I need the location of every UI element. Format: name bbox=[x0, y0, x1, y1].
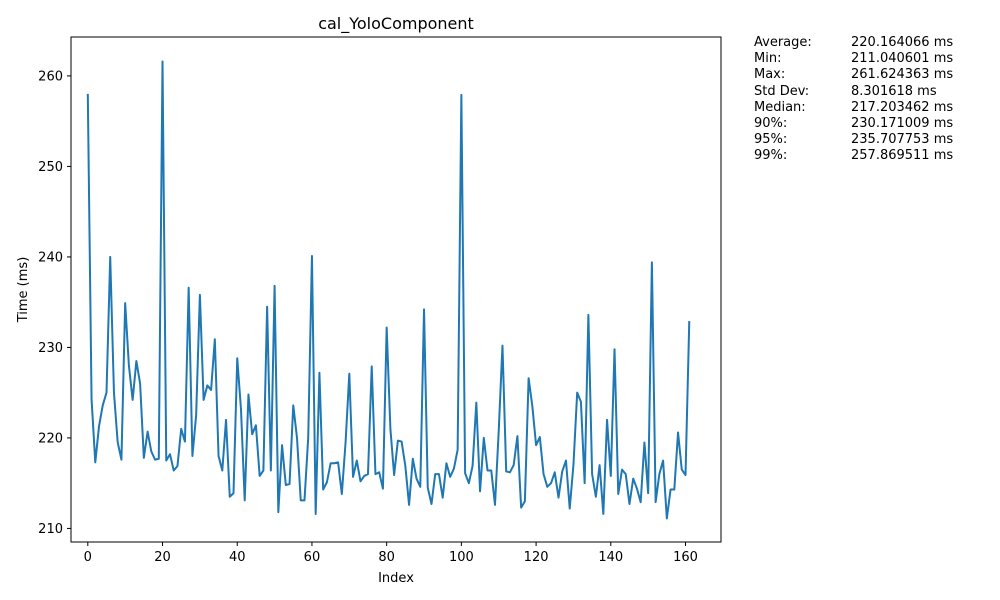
y-tick-label: 260 bbox=[38, 69, 63, 84]
stat-value: 257.869511 ms bbox=[851, 148, 954, 164]
x-tick-label: 140 bbox=[598, 550, 623, 565]
stat-label: 95%: bbox=[754, 132, 788, 148]
axis-ticks: 0 20 40 60 80 100 120 140 160 210 220 230 240 250 260 bbox=[38, 69, 698, 565]
y-tick-label: 250 bbox=[38, 160, 63, 175]
y-tick-label: 230 bbox=[38, 341, 63, 356]
stat-value: 220.164066 ms bbox=[851, 35, 954, 50]
stat-label: Median: bbox=[754, 99, 806, 115]
x-tick-label: 20 bbox=[154, 550, 171, 565]
chart-title: cal_YoloComponent bbox=[318, 14, 474, 34]
stat-label: 99%: bbox=[754, 148, 788, 164]
y-tick-label: 220 bbox=[38, 431, 63, 446]
stat-value: 230.171009 ms bbox=[851, 116, 954, 132]
x-tick-label: 160 bbox=[673, 550, 698, 565]
stat-value: 211.040601 ms bbox=[851, 51, 954, 67]
stat-p99: 99%: 257.869511 ms bbox=[754, 148, 953, 164]
stat-label: 90%: bbox=[754, 116, 788, 132]
stat-label: Max: bbox=[754, 67, 786, 83]
y-axis-label: Time (ms) bbox=[16, 257, 31, 324]
stats-panel: Average: 220.164066 ms Min: 211.040601 m… bbox=[754, 35, 953, 165]
stat-median: Median: 217.203462 ms bbox=[754, 100, 953, 116]
x-tick-label: 60 bbox=[304, 550, 321, 565]
stat-max: Max: 261.624363 ms bbox=[754, 67, 953, 83]
y-tick-label: 210 bbox=[38, 522, 63, 537]
x-tick-label: 100 bbox=[449, 550, 474, 565]
series-line bbox=[86, 60, 691, 520]
plot-frame bbox=[70, 36, 722, 543]
stat-label: Std Dev: bbox=[754, 83, 810, 99]
x-axis-label: Index bbox=[378, 571, 414, 586]
stat-p95: 95%: 235.707753 ms bbox=[754, 132, 953, 148]
stat-min: Min: 211.040601 ms bbox=[754, 51, 953, 67]
series-layer bbox=[86, 60, 691, 520]
stat-value: 235.707753 ms bbox=[851, 132, 954, 148]
x-tick-label: 120 bbox=[524, 550, 549, 565]
stat-label: Average: bbox=[754, 35, 812, 50]
x-tick-label: 0 bbox=[84, 550, 92, 565]
stat-value: 261.624363 ms bbox=[851, 67, 954, 83]
x-tick-label: 80 bbox=[378, 550, 395, 565]
y-tick-label: 240 bbox=[38, 250, 63, 265]
stat-label: Min: bbox=[754, 51, 782, 67]
stat-std-dev: Std Dev: 8.301618 ms bbox=[754, 84, 953, 100]
stat-value: 217.203462 ms bbox=[851, 99, 954, 115]
stat-average: Average: 220.164066 ms bbox=[754, 35, 953, 51]
stat-value: 8.301618 ms bbox=[851, 83, 937, 99]
x-tick-label: 40 bbox=[229, 550, 246, 565]
stat-p90: 90%: 230.171009 ms bbox=[754, 116, 953, 132]
